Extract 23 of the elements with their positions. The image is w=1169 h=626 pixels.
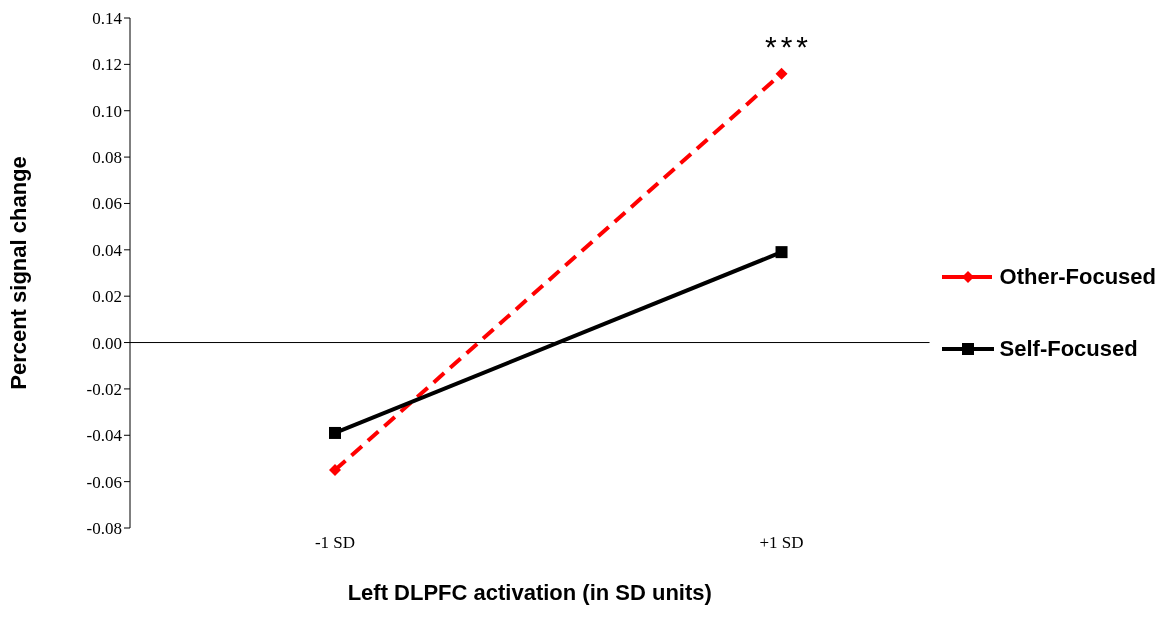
y-axis-title: Percent signal change [5,156,31,390]
y-tick-label: -0.08 [86,519,122,539]
y-tick-label: 0.12 [92,55,122,75]
point [775,67,788,80]
y-tick-label: 0.08 [92,148,122,168]
y-tick-label: -0.02 [86,379,122,399]
x-tick-label: +1 SD [759,533,804,553]
annotation: *** [765,30,813,64]
legend-label: Self-Focused [999,336,1138,362]
x-tick-label: -1 SD [314,533,356,553]
point [775,246,788,259]
legend-label: Other-Focused [999,264,1156,290]
x-axis-title: Left DLPFC activation (in SD units) [347,580,712,605]
y-tick-label: 0.10 [92,101,122,121]
y-tick-label: -0.04 [86,426,123,446]
y-tick-label: 0.14 [92,9,123,29]
y-tick-label: 0.06 [92,194,122,214]
point [329,464,341,477]
y-tick-label: 0.02 [92,287,122,307]
y-tick-label: -0.06 [86,472,122,492]
point [329,426,341,439]
y-tick-label: 0.00 [92,333,122,353]
y-tick-label: 0.04 [92,240,123,260]
